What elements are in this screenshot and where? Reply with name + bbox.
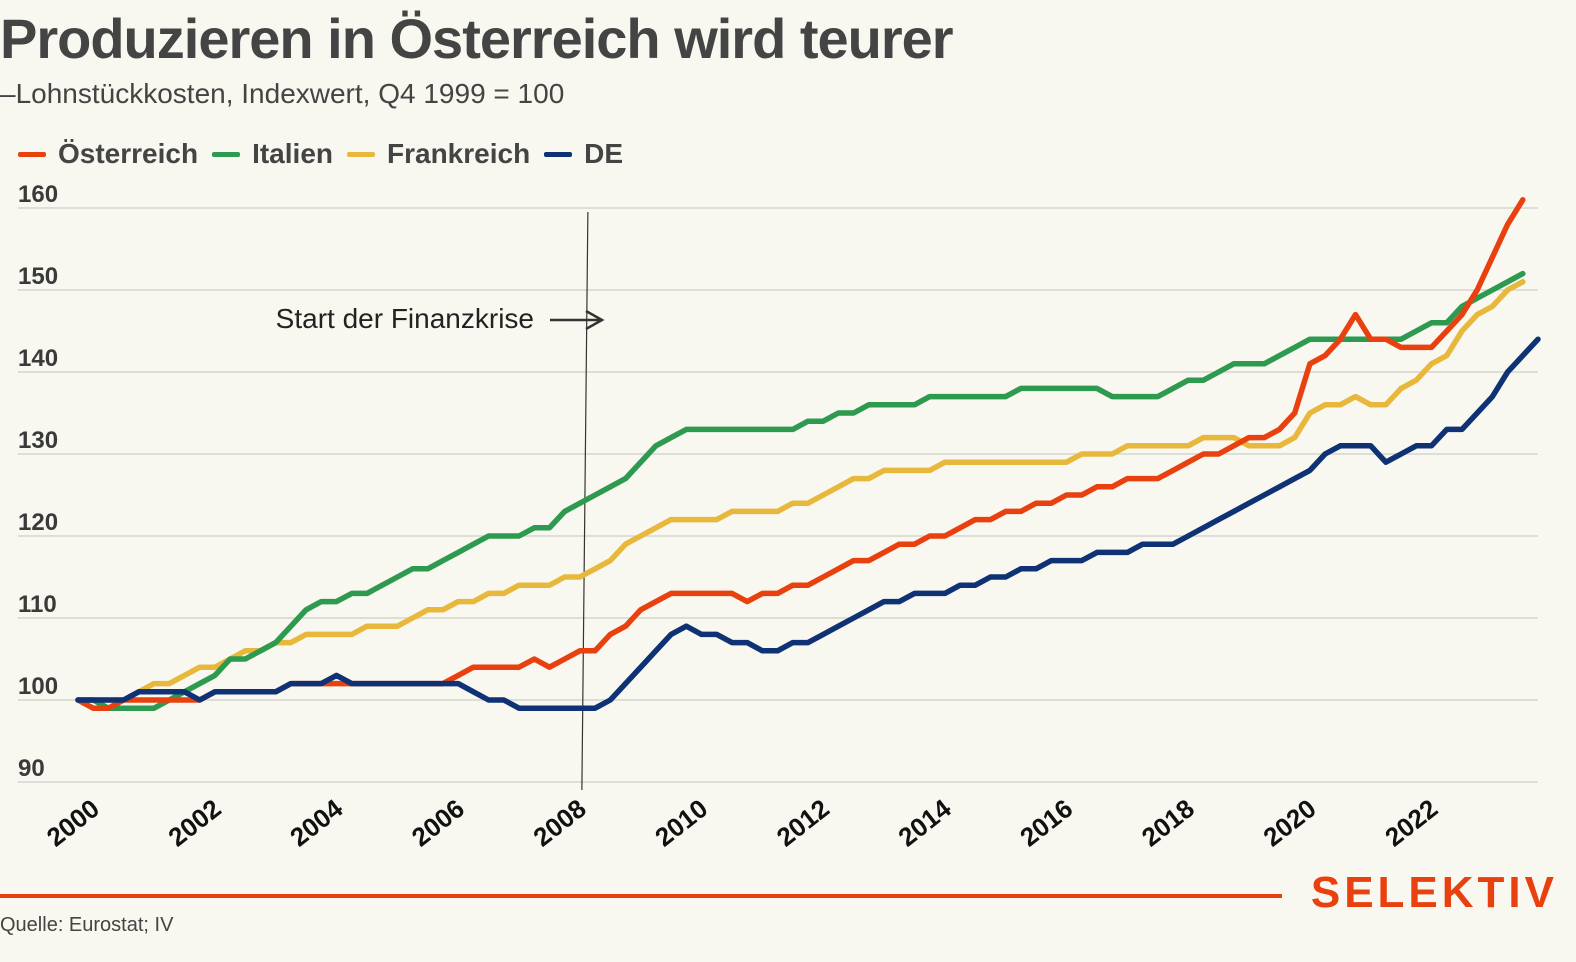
- legend-label-0: Österreich: [58, 138, 199, 169]
- annotation-label: Start der Finanzkrise: [276, 303, 534, 334]
- x-tick-label-2008: 2008: [528, 793, 592, 852]
- line-chart: 90 100 110 120 130 140 150 160 2000 2002 2004 2006 2…: [18, 181, 1541, 853]
- series-line-de: [75, 336, 1541, 711]
- y-tick-label-110: 110: [18, 591, 57, 618]
- y-tick-label-90: 90: [18, 755, 45, 782]
- y-tick-label-150: 150: [18, 263, 58, 290]
- y-tick-label-100: 100: [18, 673, 58, 700]
- y-tick-label-140: 140: [18, 345, 58, 372]
- legend-item-1: Italien: [212, 138, 333, 170]
- legend-label-2: Frankreich: [387, 138, 531, 169]
- series-line-frankreich: [75, 279, 1526, 703]
- x-tick-label-2012: 2012: [771, 793, 835, 852]
- x-tick-label-2004: 2004: [284, 793, 348, 853]
- x-tick-label-2018: 2018: [1136, 793, 1200, 852]
- x-tick-label-2010: 2010: [649, 793, 713, 852]
- legend-swatch-1: [212, 151, 241, 157]
- annotation-arrow-head: [585, 309, 605, 331]
- brand-logo: SELEKTIV: [1310, 868, 1558, 917]
- chart-legend: Österreich Italien Frankreich DE: [18, 138, 623, 170]
- series-line-italien: [75, 270, 1526, 711]
- y-tick-label-130: 130: [18, 427, 58, 454]
- legend-label-3: DE: [584, 138, 624, 169]
- legend-swatch-2: [347, 151, 375, 157]
- legend-label-1: Italien: [252, 138, 333, 169]
- legend-item-3: DE: [544, 138, 623, 170]
- x-tick-label-2000: 2000: [41, 793, 105, 852]
- legend-swatch-3: [544, 151, 573, 157]
- x-tick-label-2022: 2022: [1379, 793, 1443, 852]
- x-tick-label-2016: 2016: [1014, 793, 1078, 852]
- x-tick-label-2020: 2020: [1258, 793, 1322, 852]
- source-note: Quelle: Eurostat; IV: [0, 914, 174, 936]
- y-tick-label-120: 120: [18, 509, 58, 536]
- chart-subtitle: –Lohnstückkosten, Indexwert, Q4 1999 = 1…: [0, 78, 565, 109]
- legend-item-2: Frankreich: [347, 138, 530, 170]
- y-tick-label-160: 160: [18, 181, 58, 208]
- legend-item-0: Österreich: [18, 138, 198, 170]
- footer-divider: [0, 894, 1282, 898]
- legend-swatch-0: [18, 151, 46, 157]
- x-tick-label-2006: 2006: [406, 793, 470, 852]
- x-tick-label-2002: 2002: [163, 793, 227, 852]
- chart-title: Produzieren in Österreich wird teurer: [0, 7, 954, 70]
- x-tick-label-2014: 2014: [893, 793, 957, 853]
